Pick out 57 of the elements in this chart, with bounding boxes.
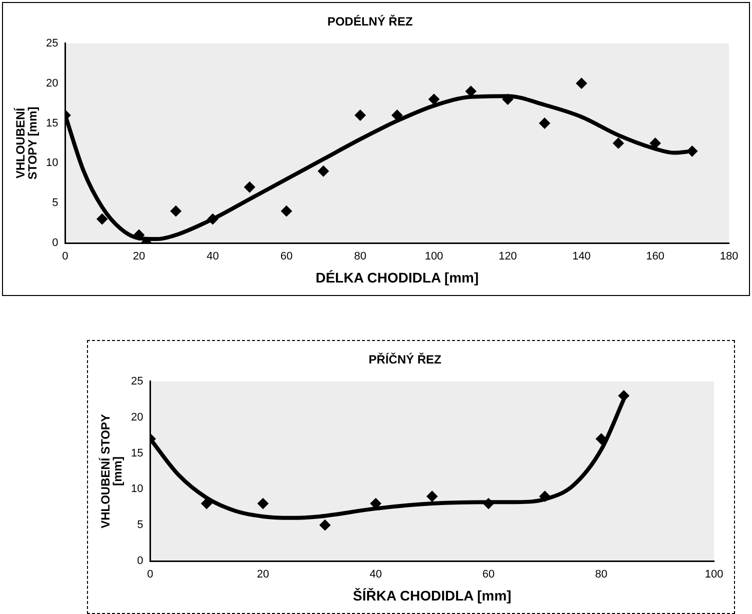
point (280, 206, 292, 217)
point (257, 498, 268, 510)
x-tick-label: 180 (720, 250, 738, 263)
chart-title: PODÉLNÝ ŘEZ (327, 14, 413, 29)
x-axis-title: DÉLKA CHODIDLA [mm] (316, 269, 479, 286)
y-tick-label: 15 (130, 447, 144, 460)
point (612, 138, 624, 149)
x-tick-label: 80 (354, 250, 366, 263)
point (244, 182, 256, 193)
y-tick-label: 10 (130, 483, 144, 496)
point (539, 490, 550, 502)
point (650, 138, 661, 149)
x-tick-label: 0 (147, 568, 154, 581)
x-axis-title: ŠÍŘKA CHODIDLA [mm] (352, 587, 512, 604)
y-tick-label: 15 (46, 117, 58, 130)
y-axis-title: VHLOUBENÍ STOPY [mm] (13, 106, 40, 180)
point (318, 166, 329, 177)
y-tick-label: 25 (46, 37, 58, 50)
point (354, 110, 366, 121)
x-tick-label: 140 (572, 250, 591, 263)
x-tick-label: 80 (595, 568, 608, 581)
point (428, 94, 440, 105)
y-tick-label: 10 (46, 157, 58, 170)
point (133, 230, 144, 241)
y-tick-label: 5 (52, 197, 58, 210)
y-tick-label: 0 (137, 555, 144, 568)
x-tick-label: 160 (646, 250, 664, 263)
y-tick-label: 20 (130, 411, 144, 424)
y-axis-title: VHLOUBENÍ STOPY [mm] (98, 414, 124, 528)
y-tick-label: 5 (137, 519, 144, 532)
x-tick-label: 40 (206, 250, 219, 263)
point (596, 433, 607, 444)
point (392, 110, 403, 121)
x-tick-label: 100 (704, 568, 724, 581)
y-tick-label: 25 (130, 375, 144, 388)
y-tick-label: 20 (46, 77, 58, 90)
point (426, 490, 438, 502)
point (201, 498, 212, 510)
point (482, 498, 494, 510)
point (576, 78, 587, 89)
point (320, 520, 331, 531)
x-tick-label: 60 (280, 250, 293, 263)
chart-title: PŘÍČNÝ ŘEZ (368, 352, 442, 367)
point (170, 206, 182, 217)
y-tick-label: 0 (52, 237, 58, 250)
point (618, 390, 630, 402)
x-tick-label: 100 (424, 250, 444, 263)
x-tick-label: 20 (256, 568, 270, 581)
x-tick-label: 60 (482, 568, 495, 581)
x-tick-label: 40 (370, 568, 382, 581)
point (96, 214, 108, 225)
point (207, 214, 218, 225)
x-tick-label: 0 (62, 250, 68, 263)
x-tick-label: 120 (498, 250, 517, 263)
point (539, 118, 550, 129)
point (686, 146, 698, 157)
point (502, 94, 514, 105)
